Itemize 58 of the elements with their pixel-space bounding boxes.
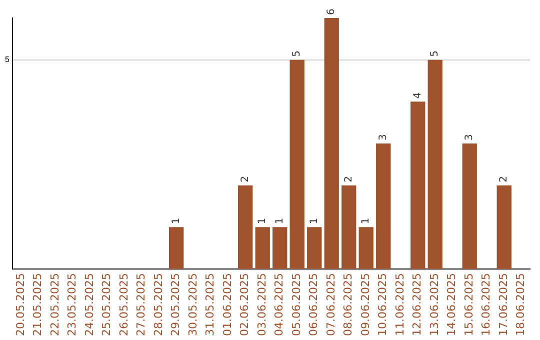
x-tick-label: 27.05.2025	[134, 273, 148, 336]
x-tick-label: 30.05.2025	[186, 273, 200, 336]
data-label: 5	[292, 50, 303, 57]
x-tick-label: 31.05.2025	[204, 273, 217, 336]
data-label: 5	[430, 50, 441, 57]
data-label: 1	[257, 218, 268, 224]
x-tick-label: 10.06.2025	[376, 273, 390, 336]
x-tick-label: 18.06.2025	[514, 273, 528, 336]
data-label: 1	[274, 218, 286, 224]
data-label: 1	[308, 218, 320, 224]
x-tick-label: 15.06.2025	[462, 273, 476, 336]
bar	[462, 144, 477, 270]
x-tick-label: 13.06.2025	[428, 273, 441, 336]
x-tick-label: 16.06.2025	[480, 273, 493, 336]
x-tick-label: 11.06.2025	[393, 273, 406, 336]
data-label: 2	[343, 176, 354, 182]
data-label: 4	[412, 92, 424, 99]
x-tick-label: 07.06.2025	[324, 273, 338, 336]
data-label: 1	[170, 218, 182, 224]
x-tick-label: 04.06.2025	[272, 273, 286, 336]
x-tick-label: 05.06.2025	[290, 273, 303, 336]
bar	[169, 227, 184, 270]
data-label: 2	[240, 176, 251, 182]
bar	[272, 227, 288, 270]
bar	[496, 185, 512, 270]
x-tick-label: 02.06.2025	[238, 273, 252, 336]
x-tick-label: 22.05.2025	[48, 273, 62, 336]
x-tick-label: 14.06.2025	[445, 273, 458, 336]
x-tick-label: 03.06.2025	[255, 273, 268, 336]
bar	[428, 60, 442, 270]
x-tick-label: 20.05.2025	[14, 273, 27, 336]
bar	[324, 18, 339, 270]
x-tick-label: 01.06.2025	[220, 273, 234, 336]
bar	[290, 60, 304, 270]
bar	[342, 185, 356, 270]
x-tick-label: 12.06.2025	[410, 273, 424, 336]
x-tick-label: 25.05.2025	[100, 273, 114, 336]
x-tick-label: 26.05.2025	[117, 273, 130, 336]
x-tick-label: 09.06.2025	[358, 273, 372, 336]
bar	[255, 227, 270, 270]
bar	[238, 185, 253, 270]
bar	[358, 227, 374, 270]
data-label: 6	[326, 8, 338, 15]
x-tick-label: 08.06.2025	[342, 273, 355, 336]
x-tick-label: 29.05.2025	[169, 273, 182, 336]
bar	[307, 227, 322, 270]
data-label: 2	[498, 176, 510, 182]
x-tick-label: 06.06.2025	[307, 273, 320, 336]
data-label: 3	[464, 134, 476, 141]
data-label: 1	[360, 218, 372, 224]
x-tick-label: 24.05.2025	[82, 273, 96, 336]
x-tick-label: 21.05.2025	[31, 273, 44, 336]
bar	[376, 144, 391, 270]
bar	[410, 102, 426, 270]
x-tick-label: 23.05.2025	[66, 273, 79, 336]
x-tick-label: 17.06.2025	[496, 273, 510, 336]
data-label: 3	[378, 134, 389, 141]
x-tick-label: 28.05.2025	[152, 273, 165, 336]
